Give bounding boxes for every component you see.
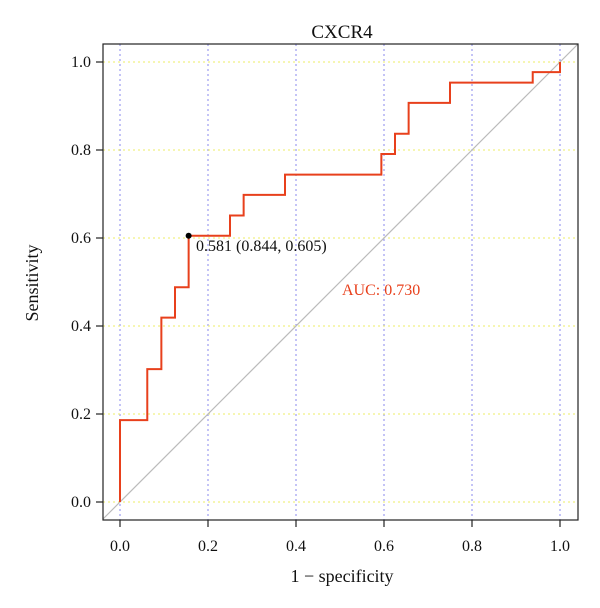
x-tick-label: 0.0 [110,538,130,555]
y-tick-label: 0.8 [71,142,91,159]
y-tick-label: 0.0 [71,494,91,511]
plot-frame [102,43,579,521]
x-tick-label: 0.4 [286,538,306,555]
x-tick-label: 0.2 [198,538,218,555]
x-tick-label: 1.0 [550,538,570,555]
threshold-point [185,232,192,239]
chart-title: CXCR4 [311,22,373,43]
y-tick-label: 0.6 [71,230,91,247]
y-tick-label: 1.0 [71,54,91,71]
y-tick-label: 0.4 [71,318,91,335]
x-tick-label: 0.6 [374,538,394,555]
threshold-label: 0.581 (0.844, 0.605) [196,238,327,255]
reference-diagonal-line [102,43,579,520]
x-axis-label: 1 − specificity [290,566,393,586]
auc-label: AUC: 0.730 [342,282,420,299]
y-tick-label: 0.2 [71,406,91,423]
roc-curve-line [119,62,561,502]
x-tick-label: 0.8 [462,538,482,555]
y-axis-label: Sensitivity [22,244,42,321]
